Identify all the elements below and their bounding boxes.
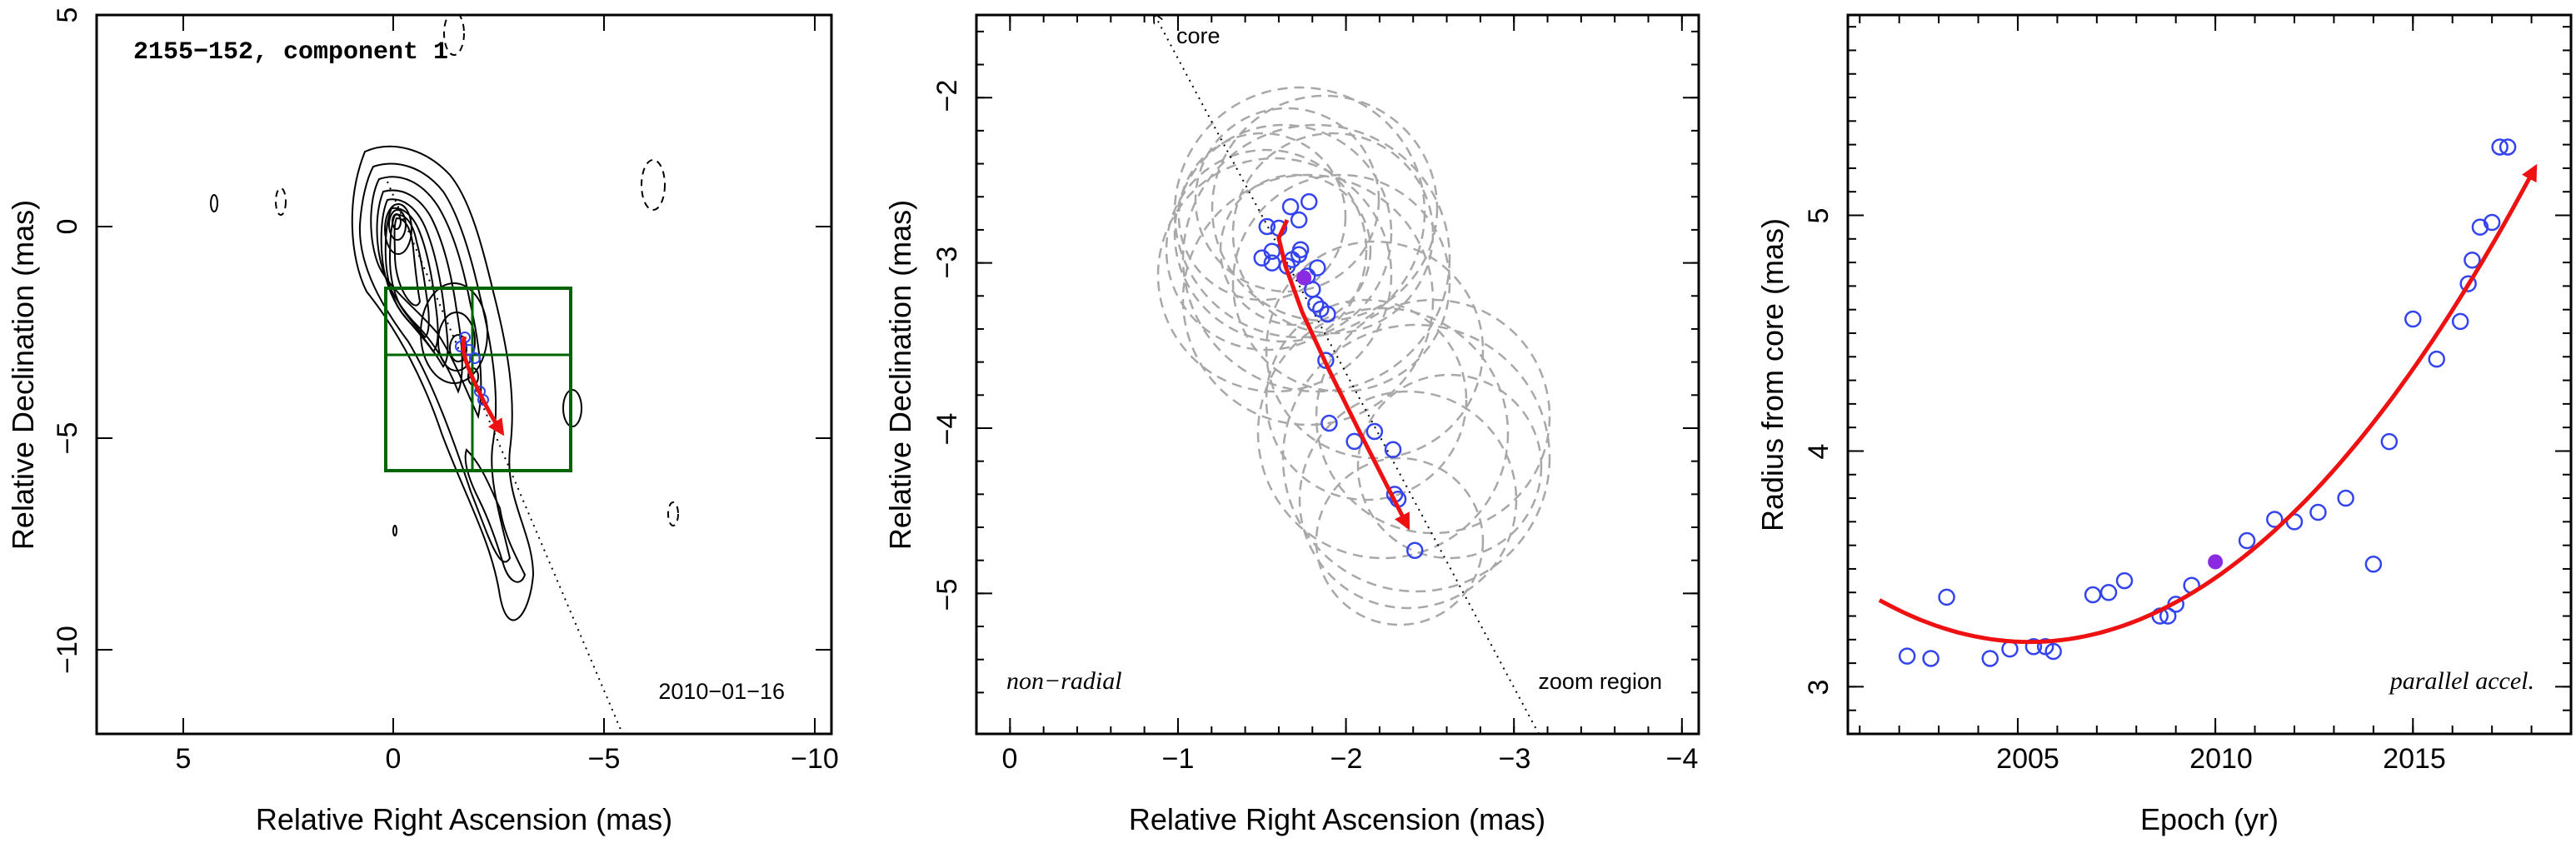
middle-points xyxy=(1253,192,1424,560)
left-ytick-label: −5 xyxy=(52,422,83,455)
right-point xyxy=(2084,586,2102,604)
middle-point xyxy=(1365,422,1384,441)
left-ytick-label: 5 xyxy=(52,7,83,23)
right-point xyxy=(2451,312,2469,331)
middle-frame xyxy=(975,13,1700,736)
right-point xyxy=(1922,650,1939,667)
middle-point xyxy=(1384,441,1402,459)
right-point xyxy=(2491,138,2509,156)
middle-point xyxy=(1309,259,1326,277)
middle-xaxis-label: Relative Right Ascension (mas) xyxy=(1129,802,1545,836)
right-point xyxy=(2364,556,2383,573)
middle-core-label: core xyxy=(1176,23,1221,48)
right-xaxis-label: Epoch (yr) xyxy=(2140,802,2279,836)
left-point xyxy=(469,352,481,364)
left-xtick-label: 5 xyxy=(176,743,192,775)
right-point xyxy=(2459,275,2477,292)
right-point xyxy=(1898,647,1916,665)
right-point xyxy=(2266,511,2284,528)
right-yaxis-label: Radius from core (mas) xyxy=(1755,218,1790,531)
right-xtick-label: 2015 xyxy=(2383,743,2446,775)
right-point xyxy=(2380,432,2399,451)
middle-yaxis-label: Relative Declination (mas) xyxy=(883,200,917,550)
middle-corner-left: non−radial xyxy=(1006,667,1122,695)
middle-point xyxy=(1319,305,1336,323)
left-core-line xyxy=(387,181,624,734)
left-frame xyxy=(95,13,833,736)
middle-point xyxy=(1307,295,1325,313)
left-xtick-label: −5 xyxy=(588,743,621,775)
right-point xyxy=(2337,489,2354,507)
middle-xtick-label: −2 xyxy=(1330,743,1363,775)
right-point xyxy=(2115,571,2134,590)
left-ytick-label: 0 xyxy=(52,219,83,235)
middle-xtick-label: −1 xyxy=(1162,743,1195,775)
right-ytick-label: 4 xyxy=(1803,444,1835,460)
middle-point xyxy=(1300,192,1318,211)
right-point xyxy=(2464,252,2481,269)
right-point xyxy=(2001,640,2019,658)
middle-point xyxy=(1345,432,1363,451)
right-ytick-label: 5 xyxy=(1803,208,1835,224)
right-point xyxy=(2483,213,2501,232)
left-xtick-label: 0 xyxy=(386,743,402,775)
middle-point xyxy=(1290,211,1308,229)
middle-xtick-label: −4 xyxy=(1666,743,1699,775)
middle-highlight-point xyxy=(1296,270,1312,286)
middle-track-arrow xyxy=(1276,218,1410,531)
middle-point xyxy=(1291,241,1310,258)
right-point xyxy=(2428,350,2445,368)
right-corner-right: parallel accel. xyxy=(2389,667,2534,695)
left-xaxis-label: Relative Right Ascension (mas) xyxy=(256,802,672,836)
right-points xyxy=(1898,138,2517,667)
middle-point xyxy=(1320,414,1338,432)
right-point xyxy=(2499,138,2517,156)
panel-left: 5 0 −5 −10 5 0 −5 −10 Relative Right Asc… xyxy=(6,7,839,836)
right-point xyxy=(2404,310,2422,328)
right-ytick-label: 3 xyxy=(1803,680,1835,696)
middle-ytick-label: −2 xyxy=(931,80,963,112)
right-point xyxy=(2309,503,2327,521)
right-point xyxy=(1981,650,1999,667)
right-point xyxy=(1938,588,1955,606)
middle-xtick-label: 0 xyxy=(1002,743,1018,775)
right-point xyxy=(2024,638,2043,656)
right-xtick-label: 2005 xyxy=(1996,743,2059,775)
left-epoch-label: 2010−01−16 xyxy=(658,679,785,704)
left-panel-title: 2155−152, component 1 xyxy=(133,38,448,67)
left-contours xyxy=(210,15,679,621)
right-fit-arrow xyxy=(1878,163,2538,645)
zoom-box xyxy=(384,287,572,472)
middle-ytick-label: −3 xyxy=(931,247,963,279)
right-point xyxy=(2471,218,2489,236)
middle-ticks xyxy=(976,15,1699,734)
left-yaxis-label: Relative Declination (mas) xyxy=(6,200,40,550)
middle-beam-circles xyxy=(1156,86,1551,626)
right-frame xyxy=(1846,13,2573,736)
middle-xtick-label: −3 xyxy=(1499,743,1531,775)
middle-point xyxy=(1258,217,1276,236)
right-highlight-point xyxy=(2208,554,2224,570)
left-ticks xyxy=(97,14,831,734)
middle-point xyxy=(1253,249,1271,267)
right-point xyxy=(2238,531,2256,550)
middle-core-line xyxy=(1155,15,1540,734)
right-xtick-label: 2010 xyxy=(2189,743,2253,775)
panel-right: 2005 2010 2015 3 4 5 Epoch (yr) Radius f… xyxy=(1755,13,2573,836)
left-ytick-label: −10 xyxy=(52,626,83,674)
middle-point xyxy=(1405,541,1424,560)
middle-point xyxy=(1281,197,1300,216)
left-track-arrow xyxy=(461,336,505,436)
panel-middle: 0 −1 −2 −3 −4 −2 −3 −4 −5 Relative Right… xyxy=(883,13,1700,836)
middle-ytick-label: −4 xyxy=(931,413,963,446)
right-point xyxy=(2044,642,2062,661)
right-ticks xyxy=(1848,15,2571,734)
middle-ytick-label: −5 xyxy=(931,579,963,611)
left-xtick-label: −10 xyxy=(791,743,839,775)
right-point xyxy=(2099,583,2118,601)
middle-corner-right: zoom region xyxy=(1538,669,1662,694)
